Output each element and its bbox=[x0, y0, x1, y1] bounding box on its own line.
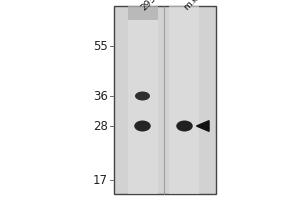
Text: m.kidney: m.kidney bbox=[182, 0, 218, 12]
Ellipse shape bbox=[135, 92, 150, 100]
Text: 17: 17 bbox=[93, 173, 108, 186]
Bar bbox=[128, 6, 158, 20]
Text: 293: 293 bbox=[140, 0, 158, 12]
Text: 28: 28 bbox=[93, 119, 108, 132]
Ellipse shape bbox=[176, 120, 193, 132]
Text: 55: 55 bbox=[93, 40, 108, 52]
Ellipse shape bbox=[134, 120, 151, 132]
Polygon shape bbox=[196, 121, 209, 131]
Bar bbox=[114, 6, 216, 194]
Bar bbox=[169, 6, 200, 194]
Bar bbox=[128, 6, 158, 194]
Text: 36: 36 bbox=[93, 90, 108, 102]
